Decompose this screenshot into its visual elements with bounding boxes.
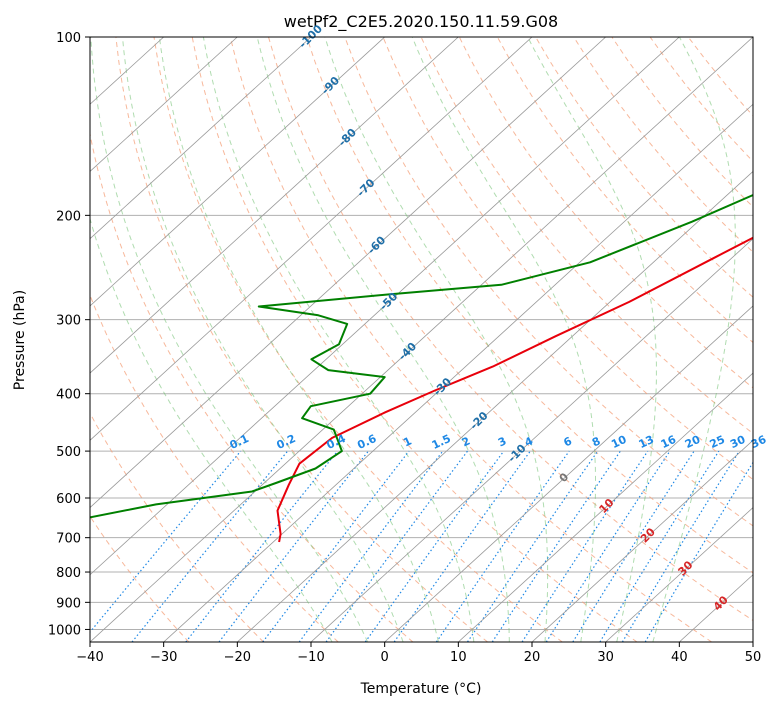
x-tick-label-2: −20	[224, 650, 251, 665]
moist-adiabat-0	[90, 217, 333, 642]
x-axis-label: Temperature (°C)	[360, 681, 482, 697]
mixing-ratio-line-7	[364, 450, 505, 642]
mixing-ratio-line-0	[90, 450, 242, 633]
isotherm-line-11	[90, 37, 680, 576]
isotherm-line-18	[531, 439, 753, 642]
y-tick-label-4: 500	[56, 445, 81, 460]
dry-adiabat-7	[229, 37, 712, 642]
plot-area	[90, 37, 753, 642]
dry-adiabat-4	[115, 37, 488, 642]
dry-adiabat-0	[90, 515, 190, 642]
mixing-ratio-line-9	[435, 450, 570, 642]
y-axis-ticks: 100 200 300 400 500 600 700 800 900 1000	[48, 31, 90, 638]
x-tick-label-9: 50	[745, 650, 762, 665]
mixing-ratio-label-15: 25	[708, 433, 727, 451]
moist-adiabat-6	[324, 37, 549, 642]
x-axis-ticks: −40 −30 −20 −10 0 10 20 30 40 50	[76, 642, 761, 665]
y-tick-label-1: 200	[56, 209, 81, 224]
isotherm-line-16	[384, 305, 753, 642]
dry-adiabat-1	[90, 412, 264, 642]
isotherm-line-14	[237, 170, 753, 642]
x-tick-label-4: 0	[381, 650, 389, 665]
dry-adiabat-6	[191, 37, 638, 642]
isotherm-line-19	[605, 507, 753, 642]
temperature-profile-line	[276, 236, 753, 543]
mixing-ratio-line-6	[325, 450, 468, 642]
y-tick-label-5: 600	[56, 492, 81, 507]
mixing-ratio-line-2	[185, 450, 339, 642]
moist-adiabat-1	[90, 37, 369, 642]
dry-adiabat-8	[268, 37, 753, 622]
isotherm-line-6	[90, 37, 312, 240]
mixing-ratio-label-14: 20	[683, 433, 703, 451]
x-tick-label-0: −40	[76, 650, 103, 665]
y-tick-label-9: 1000	[48, 623, 81, 638]
mixing-ratio-label-16: 30	[728, 433, 748, 451]
sounding-profiles	[90, 193, 753, 543]
dry-adiabat-2	[90, 293, 339, 642]
y-tick-label-7: 800	[56, 566, 81, 581]
mixing-ratio-line-5	[298, 450, 444, 642]
x-tick-label-6: 20	[524, 650, 541, 665]
y-tick-label-8: 900	[56, 596, 81, 611]
isotherm-line-17	[458, 372, 753, 642]
moist-adiabat-9	[652, 37, 736, 642]
y-tick-label-6: 700	[56, 532, 81, 547]
x-tick-label-7: 30	[597, 650, 614, 665]
mixing-ratio-line-13	[545, 450, 671, 642]
y-tick-label-2: 300	[56, 314, 81, 329]
mixing-ratio-line-10	[466, 450, 599, 642]
x-tick-label-8: 40	[671, 650, 688, 665]
plot-frame	[89, 36, 754, 643]
dewpoint-profile-line	[90, 193, 753, 519]
dry-adiabat-14	[496, 37, 753, 344]
mixing-ratio-line-16	[621, 450, 740, 642]
isotherm-line-10	[90, 37, 606, 509]
mixing-ratio-label-17: 36	[749, 433, 769, 451]
mixing-ratio-label-12: 13	[637, 433, 656, 451]
isotherm-line-13	[163, 103, 753, 642]
isotherm-line-9	[90, 37, 533, 441]
moist-adiabat-3	[158, 37, 439, 642]
chart-title: wetPf2_C2E5.2020.150.11.59.G08	[284, 12, 558, 32]
y-axis-label: Pressure (hPa)	[12, 290, 28, 390]
dry-adiabat-13	[458, 37, 753, 389]
moist-adiabat-4	[202, 37, 475, 642]
pressure-gridlines	[90, 37, 753, 630]
moist-adiabat-5	[256, 37, 510, 642]
mixing-ratio-line-14	[572, 450, 695, 642]
moist-adiabat-7	[411, 37, 596, 642]
dry-adiabat-9	[306, 37, 753, 574]
mixing-ratio-label-11: 10	[609, 433, 629, 451]
mixing-ratio-label-13: 16	[659, 433, 679, 451]
mixing-ratio-line-11	[491, 450, 621, 642]
skewed-isotherms	[90, 37, 753, 642]
y-tick-label-3: 400	[56, 388, 81, 403]
isotherm-line-8	[90, 37, 459, 374]
x-tick-label-5: 10	[450, 650, 467, 665]
mixing-ratio-line-12	[521, 450, 649, 642]
isotherm-line-7	[90, 37, 385, 307]
moist-adiabat-2	[122, 37, 404, 642]
dry-adiabat-5	[153, 37, 563, 642]
isotherm-line-5	[90, 37, 238, 172]
isotherm-line-15	[310, 238, 753, 642]
mixing-ratio-line-1	[131, 450, 289, 642]
mixing-ratio-line-4	[262, 450, 410, 642]
isotherm-line-12	[90, 37, 753, 642]
y-tick-label-0: 100	[56, 31, 81, 46]
x-tick-label-1: −30	[150, 650, 177, 665]
x-tick-label-3: −10	[297, 650, 324, 665]
